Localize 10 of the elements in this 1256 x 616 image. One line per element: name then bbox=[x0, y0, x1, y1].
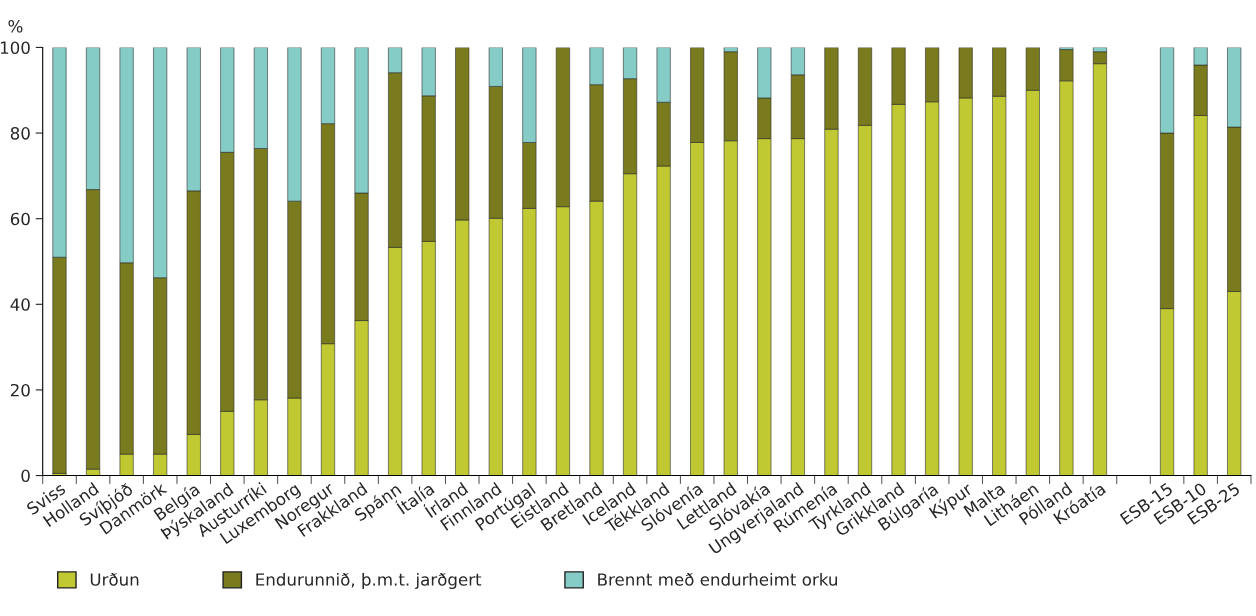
legend-label: Brennt með endurheimt orku bbox=[598, 572, 837, 586]
legend-label: Urðun bbox=[90, 572, 139, 586]
y-tick-label: 0 bbox=[21, 469, 30, 483]
y-tick-label: 60 bbox=[10, 212, 30, 226]
legend-label: Endurunnið, þ.m.t. jarðgert bbox=[256, 572, 482, 590]
y-tick-label: 100 bbox=[0, 41, 30, 54]
y-tick-label: 40 bbox=[10, 298, 30, 311]
y-axis-title: % bbox=[8, 19, 23, 33]
y-tick-label: 80 bbox=[10, 127, 30, 140]
y-tick-label: 20 bbox=[10, 383, 30, 397]
